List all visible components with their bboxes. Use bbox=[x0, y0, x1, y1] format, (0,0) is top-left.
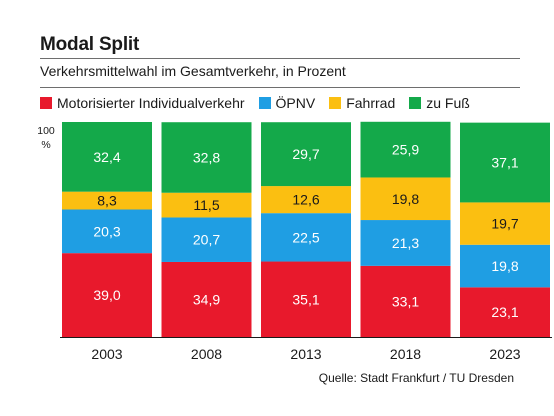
data-label-fahrrad-2003: 8,3 bbox=[97, 193, 117, 209]
bar-segment-oepnv-2023 bbox=[460, 244, 550, 288]
bar-segment-motorisierter-individualverkehr-2008 bbox=[161, 261, 252, 337]
data-label-oepnv-2018: 21,3 bbox=[392, 235, 419, 251]
data-label-motorisierter-individualverkehr-2003: 39,0 bbox=[93, 287, 120, 303]
data-label-zu-fuss-2018: 25,9 bbox=[392, 142, 419, 158]
data-label-oepnv-2003: 20,3 bbox=[93, 223, 120, 239]
bar-segment-fahrrad-2003 bbox=[62, 191, 152, 210]
x-tick-label-2003: 2003 bbox=[91, 346, 122, 362]
source-note: Quelle: Stadt Frankfurt / TU Dresden bbox=[318, 371, 514, 385]
bar-segment-oepnv-2003 bbox=[62, 209, 152, 254]
data-label-zu-fuss-2003: 32,4 bbox=[93, 149, 120, 165]
x-tick-label-2013: 2013 bbox=[290, 346, 321, 362]
data-label-fahrrad-2008: 11,5 bbox=[193, 197, 219, 213]
data-label-motorisierter-individualverkehr-2013: 35,1 bbox=[292, 291, 319, 307]
legend-swatch bbox=[409, 97, 422, 109]
legend-item-oepnv: ÖPNV bbox=[258, 95, 316, 111]
data-label-motorisierter-individualverkehr-2008: 34,9 bbox=[193, 291, 220, 307]
legend-item-zu-fuss: zu Fuß bbox=[409, 95, 470, 111]
bar-segment-oepnv-2008 bbox=[161, 217, 252, 262]
data-label-fahrrad-2013: 12,6 bbox=[292, 192, 319, 208]
data-label-fahrrad-2018: 19,8 bbox=[392, 191, 419, 207]
legend-label: Fahrrad bbox=[346, 95, 396, 111]
bar-segment-fahrrad-2013 bbox=[261, 186, 351, 214]
bar-segment-motorisierter-individualverkehr-2013 bbox=[261, 261, 351, 337]
y-axis-unit-label: % bbox=[41, 139, 51, 151]
legend-item-fahrrad: Fahrrad bbox=[329, 95, 395, 111]
title-divider bbox=[40, 58, 520, 59]
data-label-oepnv-2008: 20,7 bbox=[193, 232, 220, 248]
bar-segment-zu-fuss-2018 bbox=[360, 121, 451, 178]
legend-swatch bbox=[329, 97, 342, 109]
data-label-oepnv-2013: 22,5 bbox=[292, 229, 319, 245]
data-label-motorisierter-individualverkehr-2023: 23,1 bbox=[491, 304, 518, 320]
data-label-zu-fuss-2013: 29,7 bbox=[292, 146, 319, 162]
bar-segment-zu-fuss-2023 bbox=[460, 122, 550, 203]
x-tick-label-2008: 2008 bbox=[191, 346, 222, 362]
legend-swatch bbox=[258, 97, 271, 109]
bar-segment-motorisierter-individualverkehr-2018 bbox=[360, 265, 451, 337]
bar-segment-motorisierter-individualverkehr-2003 bbox=[62, 253, 152, 337]
data-label-fahrrad-2023: 19,7 bbox=[491, 216, 518, 232]
x-tick-label-2023: 2023 bbox=[489, 346, 520, 362]
y-axis-max-label: 100 bbox=[37, 125, 55, 137]
chart-title: Modal Split bbox=[40, 34, 140, 55]
data-label-oepnv-2023: 19,8 bbox=[491, 258, 518, 274]
bar-segment-zu-fuss-2003 bbox=[62, 122, 152, 192]
chart-legend: Motorisierter Individualverkehr ÖPNV Fahrr… bbox=[40, 92, 484, 114]
legend-swatch bbox=[40, 97, 52, 109]
bar-segment-motorisierter-individualverkehr-2023 bbox=[460, 287, 550, 337]
data-label-zu-fuss-2023: 37,1 bbox=[491, 155, 518, 171]
bar-segment-fahrrad-2018 bbox=[360, 177, 451, 221]
subtitle-divider bbox=[40, 87, 520, 88]
x-tick-label-2018: 2018 bbox=[390, 346, 421, 362]
data-label-motorisierter-individualverkehr-2018: 33,1 bbox=[392, 293, 419, 309]
bar-segment-oepnv-2018 bbox=[360, 220, 451, 266]
bar-segment-zu-fuss-2013 bbox=[261, 122, 351, 187]
legend-label: zu Fuß bbox=[426, 95, 470, 111]
legend-label: ÖPNV bbox=[275, 95, 316, 111]
bar-segment-zu-fuss-2008 bbox=[161, 122, 252, 193]
bar-segment-fahrrad-2008 bbox=[161, 192, 252, 218]
chart-subtitle: Verkehrsmittelwahl im Gesamtverkehr, in … bbox=[40, 63, 346, 79]
data-label-zu-fuss-2008: 32,8 bbox=[193, 149, 220, 165]
bar-segment-oepnv-2013 bbox=[261, 213, 351, 262]
bar-segment-fahrrad-2023 bbox=[460, 202, 550, 245]
legend-label: Motorisierter Individualverkehr bbox=[57, 95, 245, 111]
legend-item-motorisierter-individualverkehr: Motorisierter Individualverkehr bbox=[40, 95, 245, 111]
